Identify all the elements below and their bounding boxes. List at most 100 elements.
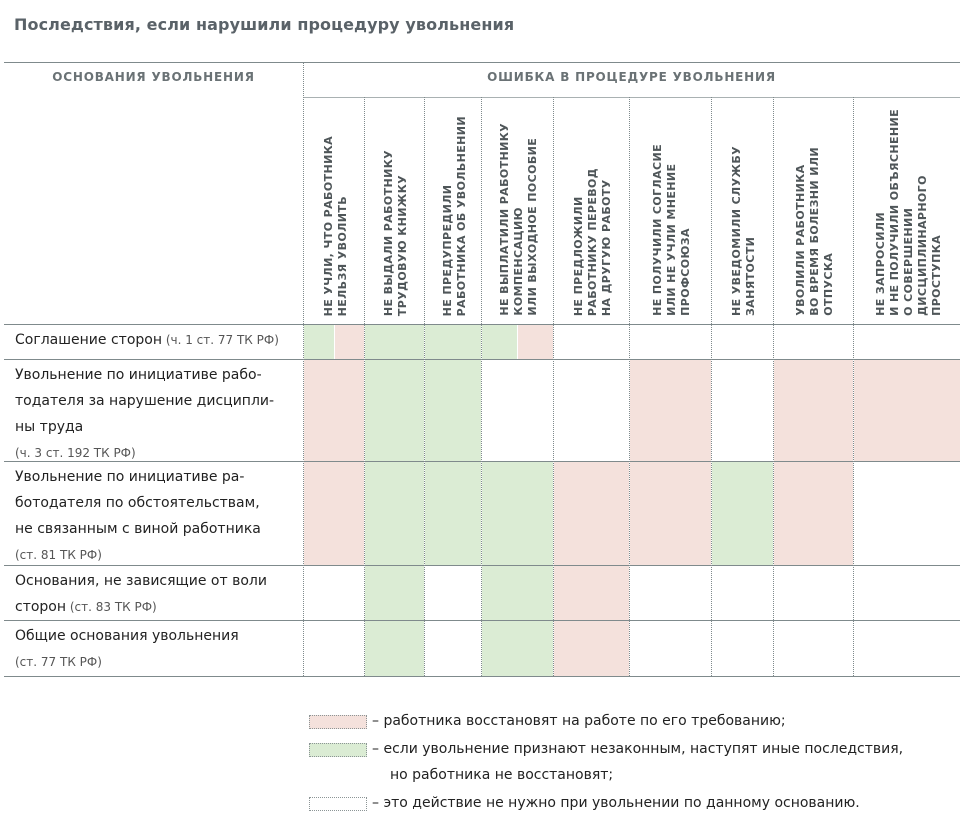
header-bases: ОСНОВАНИЯ УВОЛЬНЕНИЯ (52, 70, 255, 84)
cell-green (365, 462, 424, 565)
cell-pink (334, 325, 364, 359)
cell-pink (774, 360, 853, 461)
cell-pink (554, 621, 629, 676)
row-label-text: ны труда (15, 419, 84, 435)
cell-green (482, 621, 553, 676)
column-header-label: НЕ УЧЛИ, ЧТО РАБОТНИКА НЕЛЬЗЯ УВОЛИТЬ (321, 135, 349, 316)
legend-text: – это действие не нужно при увольнении п… (372, 795, 860, 811)
row-label-line: Соглашение сторон (ч. 1 ст. 77 ТК РФ) (15, 327, 298, 353)
column-header: НЕ ВЫДАЛИ РАБОТНИКУ ТРУДОВУЮ КНИЖКУ (364, 99, 424, 320)
cell-pink (630, 462, 711, 565)
row-label-line: тодателя за нарушение дисципли- (15, 388, 298, 414)
cell-pink (630, 360, 711, 461)
table-divider (364, 97, 365, 676)
row-label-ref: (ч. 3 ст. 192 ТК РФ) (15, 446, 136, 460)
page-title: Последствия, если нарушили процедуру уво… (14, 15, 515, 34)
table-rule (4, 324, 960, 325)
cell-pink (518, 325, 553, 359)
row-label-text: Основания, не зависящие от воли (15, 573, 267, 589)
row-label: Общие основания увольнения (ст. 77 ТК РФ) (15, 623, 298, 675)
table-divider (711, 97, 712, 676)
column-header: НЕ ВЫПЛАТИЛИ РАБОТНИКУ КОМПЕНСАЦИЮ ИЛИ В… (481, 99, 553, 320)
column-header-label: НЕ ПОЛУЧИЛИ СОГЛАСИЕ ИЛИ НЕ УЧЛИ МНЕНИЕ … (651, 144, 692, 316)
table-divider (629, 97, 630, 676)
cell-green (365, 360, 424, 461)
cell-pink (554, 566, 629, 620)
legend-swatch-none (309, 797, 367, 811)
table-rule (4, 359, 960, 360)
column-header: НЕ ЗАПРОСИЛИ И НЕ ПОЛУЧИЛИ ОБЪЯСНЕНИЕ О … (853, 99, 960, 320)
row-label-ref: (ч. 1 ст. 77 ТК РФ) (162, 333, 279, 347)
column-header-label: НЕ ЗАПРОСИЛИ И НЕ ПОЛУЧИЛИ ОБЪЯСНЕНИЕ О … (873, 109, 943, 316)
cell-pink (554, 462, 629, 565)
row-label-text: Общие основания увольнения (15, 628, 239, 644)
table-rule (4, 565, 960, 566)
cell-pink (774, 462, 853, 565)
legend-text: но работника не восстановят; (390, 767, 614, 783)
row-label-text: тодателя за нарушение дисципли- (15, 393, 275, 409)
cell-green (365, 621, 424, 676)
column-header-label: НЕ ПРЕДЛОЖИЛИ РАБОТНИКУ ПЕРЕВОД НА ДРУГУ… (572, 167, 613, 316)
column-header: НЕ УЧЛИ, ЧТО РАБОТНИКА НЕЛЬЗЯ УВОЛИТЬ (303, 99, 364, 320)
row-label-line: не связанным с виной работника (15, 516, 298, 542)
row-label-text: Увольнение по инициативе ра- (15, 469, 245, 485)
row-label-line: Основания, не зависящие от воли (15, 568, 298, 594)
table-divider (424, 97, 425, 676)
row-label: Увольнение по инициативе ра-ботодателя п… (15, 464, 298, 568)
column-header: НЕ ПРЕДЛОЖИЛИ РАБОТНИКУ ПЕРЕВОД НА ДРУГУ… (553, 99, 629, 320)
table-rule (4, 461, 960, 462)
legend-text: – работника восстановят на работе по его… (372, 713, 786, 729)
cell-green (365, 566, 424, 620)
table-divider (303, 62, 304, 676)
cell-green (712, 462, 773, 565)
column-header-label: НЕ ВЫДАЛИ РАБОТНИКУ ТРУДОВУЮ КНИЖКУ (382, 149, 409, 316)
row-label-text: Соглашение сторон (15, 332, 162, 348)
cell-green (425, 462, 481, 565)
row-label-text: Увольнение по инициативе рабо- (15, 367, 262, 383)
table-divider (773, 97, 774, 676)
cell-pink (854, 360, 960, 461)
table-divider (481, 97, 482, 676)
row-label-text: не связанным с виной работника (15, 521, 261, 537)
row-label: Соглашение сторон (ч. 1 ст. 77 ТК РФ) (15, 327, 298, 353)
column-header: НЕ ПОЛУЧИЛИ СОГЛАСИЕ ИЛИ НЕ УЧЛИ МНЕНИЕ … (629, 99, 711, 320)
column-header: УВОЛИЛИ РАБОТНИКА ВО ВРЕМЯ БОЛЕЗНИ ИЛИ О… (773, 99, 853, 320)
table-rule (303, 97, 960, 98)
header-errors: ОШИБКА В ПРОЦЕДУРЕ УВОЛЬНЕНИЯ (487, 70, 776, 84)
row-label-line: Увольнение по инициативе рабо- (15, 362, 298, 388)
table-divider (853, 97, 854, 676)
row-label-ref: (ст. 77 ТК РФ) (15, 655, 102, 669)
cell-green (304, 325, 334, 359)
table-divider (553, 97, 554, 676)
legend-text: – если увольнение признают незаконным, н… (372, 741, 904, 757)
cell-green (482, 462, 553, 565)
row-label-line: Общие основания увольнения (15, 623, 298, 649)
cell-green (365, 325, 424, 359)
cell-pink (304, 462, 364, 565)
row-label-line: (ст. 81 ТК РФ) (15, 542, 298, 568)
row-label-line: сторон (ст. 83 ТК РФ) (15, 594, 298, 620)
column-header-label: НЕ УВЕДОМИЛИ СЛУЖБУ ЗАНЯТОСТИ (730, 145, 757, 316)
table-rule (4, 62, 960, 63)
column-header-label: НЕ ПРЕДУПРЕДИЛИ РАБОТНИКА ОБ УВОЛЬНЕНИИ (440, 115, 468, 316)
row-label-ref: (ст. 81 ТК РФ) (15, 548, 102, 562)
column-header: НЕ ПРЕДУПРЕДИЛИ РАБОТНИКА ОБ УВОЛЬНЕНИИ (424, 99, 481, 320)
legend-swatch-pink (309, 715, 367, 729)
legend-swatch-green (309, 743, 367, 757)
cell-green (425, 325, 481, 359)
row-label-line: (ст. 77 ТК РФ) (15, 649, 298, 675)
row-label-line: (ч. 3 ст. 192 ТК РФ) (15, 440, 298, 466)
table-rule (4, 620, 960, 621)
cell-green (482, 566, 553, 620)
row-label-ref: (ст. 83 ТК РФ) (66, 600, 157, 614)
row-label-text: ботодателя по обстоятельствам, (15, 495, 260, 511)
row-label-text: сторон (15, 599, 67, 615)
row-label-line: ны труда (15, 414, 298, 440)
row-label: Увольнение по инициативе рабо-тодателя з… (15, 362, 298, 466)
table-rule (4, 676, 960, 677)
cell-green (425, 360, 481, 461)
cell-pink (304, 360, 364, 461)
cell-green (482, 325, 517, 359)
row-label-line: Увольнение по инициативе ра- (15, 464, 298, 490)
row-label: Основания, не зависящие от воли сторон (с… (15, 568, 298, 620)
